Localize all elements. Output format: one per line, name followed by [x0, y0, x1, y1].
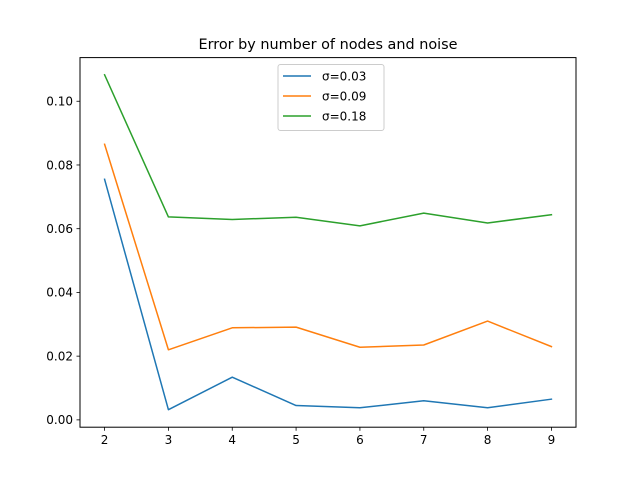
series-layer — [103, 73, 553, 411]
x-tick-label: 4 — [228, 433, 236, 447]
y-tick-label: 0.10 — [46, 95, 73, 109]
series-line-2 — [103, 73, 553, 227]
x-tick-label: 9 — [548, 433, 556, 447]
y-tick-label: 0.04 — [46, 286, 73, 300]
x-axis: 2 3 4 5 6 7 8 9 — [101, 427, 555, 447]
y-tick-label: 0.06 — [46, 222, 73, 236]
legend: σ=0.03 σ=0.09 σ=0.18 — [277, 64, 385, 131]
x-tick-label: 5 — [292, 433, 300, 447]
plot-frame — [79, 57, 577, 428]
y-tick-label: 0.00 — [46, 413, 73, 427]
legend-box — [277, 64, 385, 131]
y-tick-label: 0.02 — [46, 349, 73, 363]
legend-label-2: σ=0.18 — [322, 109, 366, 123]
x-tick-label: 8 — [484, 433, 492, 447]
y-axis: 0.00 0.02 0.04 0.06 0.08 0.10 — [46, 95, 80, 427]
x-tick-label: 7 — [420, 433, 428, 447]
chart-title: Error by number of nodes and noise — [199, 37, 458, 53]
series-line-1 — [103, 143, 553, 351]
series-line-0 — [103, 178, 553, 411]
x-tick-label: 6 — [356, 433, 364, 447]
x-tick-label: 3 — [165, 433, 173, 447]
x-tick-label: 2 — [101, 433, 109, 447]
legend-label-0: σ=0.03 — [322, 69, 366, 83]
y-tick-label: 0.08 — [46, 158, 73, 172]
legend-label-1: σ=0.09 — [322, 89, 366, 103]
